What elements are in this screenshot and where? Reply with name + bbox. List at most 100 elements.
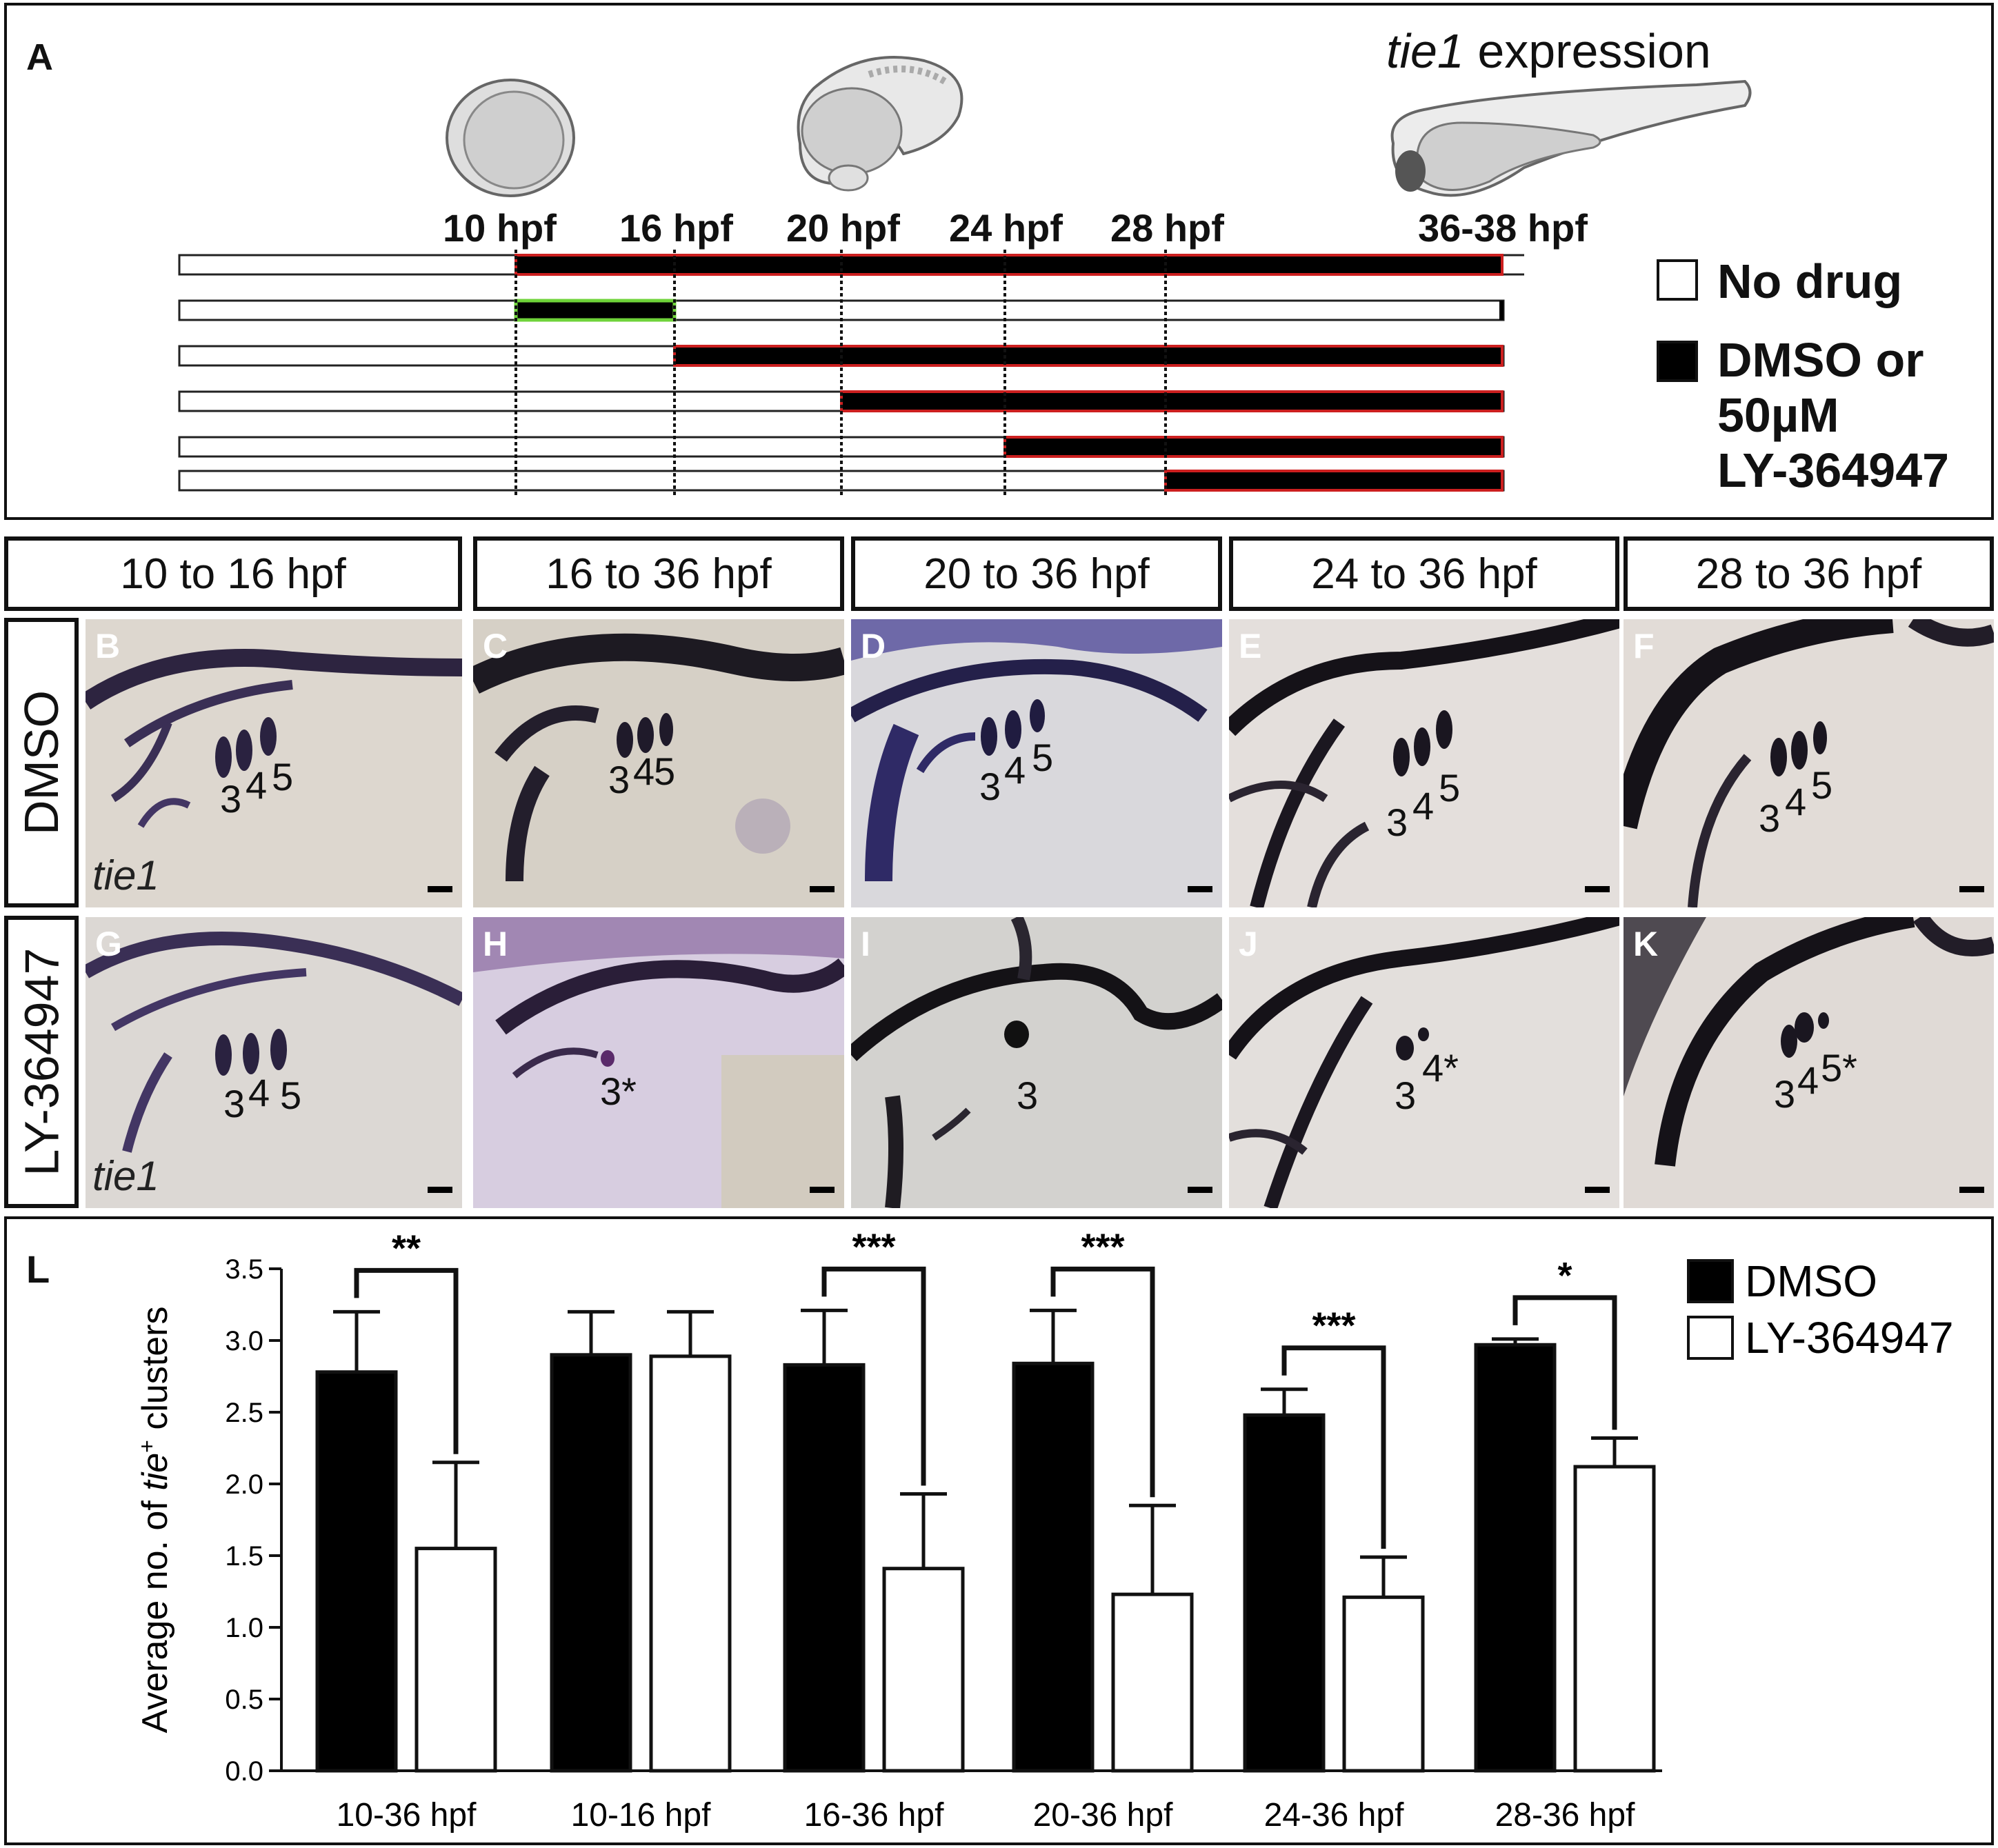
significance-label: *	[1557, 1255, 1572, 1296]
embryo-10hpf-yolk	[463, 90, 565, 190]
vessel-staining	[851, 619, 1222, 882]
scale-bar	[1188, 1187, 1212, 1193]
micrograph-g: G 3 4 5 tie1	[86, 917, 462, 1208]
row-label-dmso: DMSO	[4, 618, 79, 907]
embryo-20hpf-somites	[868, 66, 947, 85]
arch-label: 3*	[600, 1069, 637, 1113]
gene-label: tie1	[92, 1153, 159, 1199]
panel-letter: G	[95, 925, 122, 963]
x-tick-label: 28-36 hpf	[1495, 1797, 1635, 1834]
micrograph-c: C 3 4 5	[473, 619, 844, 907]
panel-letter: I	[861, 925, 870, 963]
scale-bar	[1959, 886, 1984, 892]
vessel-staining	[1624, 917, 1994, 1167]
vessel-staining	[86, 649, 462, 828]
panel-a-title-rest: expression	[1463, 24, 1711, 78]
significance-bracket	[1281, 1345, 1386, 1549]
arch-label: 5	[272, 755, 294, 799]
arch-label: 5	[1032, 736, 1054, 779]
column-header: 24 to 36 hpf	[1229, 536, 1619, 611]
micrograph-f: F 3 4 5	[1624, 619, 1994, 907]
arch-label: 4	[633, 750, 655, 793]
micrograph-k: K 3 4 5*	[1624, 917, 1994, 1208]
column-header: 28 to 36 hpf	[1624, 536, 1994, 611]
scale-bar	[1585, 886, 1610, 892]
x-tick-label: 10-36 hpf	[337, 1797, 477, 1834]
arch-label: 4	[1412, 784, 1435, 827]
vessel-staining	[1624, 619, 1994, 907]
vessel-staining	[473, 917, 844, 1208]
legend-nodrug-swatch	[1657, 259, 1698, 301]
scale-bar	[1959, 1187, 1984, 1193]
significance-bracket	[1050, 1266, 1155, 1498]
row-label-text: LY-364947	[14, 947, 68, 1176]
legend-drug-label: DMSO or 50µM LY-364947	[1717, 332, 1949, 498]
vessel-staining	[473, 633, 844, 882]
bar-dmso	[1474, 1343, 1557, 1773]
arch-label: 4	[1785, 780, 1807, 823]
vessel-staining	[851, 917, 1222, 1208]
legend-nodrug-label: No drug	[1717, 254, 1903, 308]
timeline-bar-drug	[1164, 470, 1504, 492]
timeline-bar-nodrug	[178, 299, 1505, 321]
column-header: 10 to 16 hpf	[4, 536, 462, 611]
panel-a-letter: A	[26, 37, 53, 78]
arch-label: 5	[280, 1074, 302, 1117]
timeline-bar-drug	[840, 390, 1504, 412]
y-tick-label: 3.5	[225, 1254, 263, 1285]
bar-ly364947	[414, 1547, 497, 1773]
scale-bar	[810, 886, 835, 892]
panel-l-letter: L	[26, 1247, 50, 1291]
significance-label: ***	[1081, 1226, 1124, 1267]
panel-a: A tie1 expression 10 hpf 16 hpf 20 hpf 2…	[4, 3, 1994, 520]
micrograph-b: B 3 4 5 tie1	[86, 619, 462, 907]
arch-label: 3	[1759, 796, 1781, 840]
timeline-separators	[515, 250, 1167, 495]
arch-label: 3	[1774, 1072, 1796, 1116]
arch-label: 4	[1004, 748, 1026, 792]
timepoint-label: 20 hpf	[786, 206, 900, 250]
y-tick-label: 0.0	[225, 1756, 263, 1787]
x-tick-label: 16-36 hpf	[804, 1797, 944, 1834]
bar-chart: 0.0 0.5 1.0 1.5 2.0 2.5 3.0 3.5 Average no. of t…	[134, 1226, 1954, 1834]
arch-label: 5	[1811, 763, 1833, 807]
scale-bar	[1188, 886, 1212, 892]
panel-letter: J	[1239, 925, 1258, 963]
timepoint-label: 36-38 hpf	[1418, 206, 1588, 250]
arch-label: 3	[1386, 801, 1408, 844]
legend-swatch	[1687, 1316, 1734, 1360]
larva-36hpf-yolk	[1415, 121, 1601, 191]
arch-label: 4*	[1422, 1046, 1459, 1089]
scale-bar	[810, 1187, 835, 1193]
y-axis-label: Average no. of tie+ clusters	[134, 1307, 175, 1734]
panel-letter: K	[1633, 925, 1659, 963]
bar-ly364947	[882, 1567, 965, 1773]
row-label-text: DMSO	[14, 690, 68, 835]
arch-label: 5	[654, 750, 676, 793]
significance-label: ***	[1312, 1305, 1355, 1347]
x-tick-label: 20-36 hpf	[1033, 1797, 1173, 1834]
legend-swatch	[1687, 1259, 1734, 1303]
arch-label: 3	[1395, 1074, 1417, 1117]
embryo-20hpf-yolk-ext	[828, 164, 869, 192]
panel-letter: E	[1239, 627, 1262, 665]
arch-label: 3	[220, 777, 242, 821]
y-tick-label: 1.0	[225, 1613, 263, 1643]
timepoint-label: 28 hpf	[1110, 206, 1224, 250]
column-header: 16 to 36 hpf	[473, 536, 844, 611]
y-axis-label-part: Average no. of	[135, 1491, 175, 1734]
column-header: 20 to 36 hpf	[851, 536, 1222, 611]
larva-36hpf-eye	[1395, 150, 1426, 192]
arch-label: 3	[223, 1082, 246, 1125]
scale-bar	[1585, 1187, 1610, 1193]
micrograph-d: D 3 4 5	[851, 619, 1222, 907]
arch-label: 3	[1017, 1074, 1039, 1117]
y-axis-label-sup: +	[134, 1440, 159, 1453]
legend-drug-line1: DMSO or	[1717, 333, 1924, 387]
panel-letter: B	[95, 627, 121, 665]
timepoint-label: 10 hpf	[443, 206, 557, 250]
treatment-timeline	[178, 250, 1524, 495]
micrograph-h: H 3*	[473, 917, 844, 1208]
row-label-ly: LY-364947	[4, 916, 79, 1208]
legend-drug-line3: LY-364947	[1717, 443, 1950, 497]
